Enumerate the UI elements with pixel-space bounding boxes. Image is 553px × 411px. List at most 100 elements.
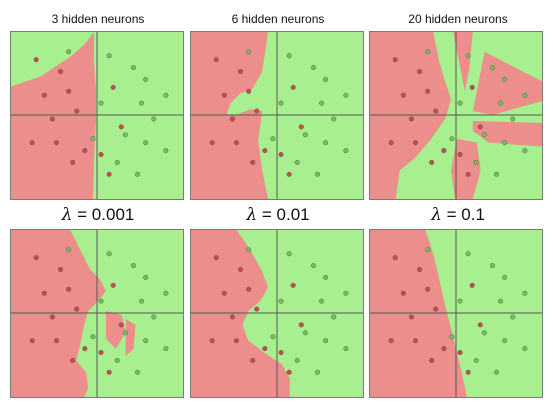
- green-data-point: [310, 65, 316, 71]
- red-data-point: [425, 286, 431, 292]
- red-data-point: [209, 338, 215, 344]
- green-data-point: [143, 274, 149, 280]
- green-data-point: [163, 148, 169, 154]
- green-data-point: [323, 274, 329, 280]
- green-data-point: [522, 346, 528, 352]
- red-data-point: [457, 350, 463, 356]
- red-data-point: [58, 69, 64, 74]
- green-data-point: [489, 263, 495, 269]
- green-data-point: [425, 247, 431, 253]
- red-data-point: [425, 88, 431, 94]
- decision-panel-6-neurons: [190, 31, 364, 200]
- green-data-point: [90, 136, 96, 142]
- red-data-point: [49, 314, 55, 320]
- green-data-point: [343, 92, 349, 98]
- red-data-point: [70, 159, 76, 165]
- red-data-point: [70, 357, 76, 363]
- decision-panel-lambda-01: [369, 229, 543, 398]
- red-data-point: [433, 108, 439, 114]
- red-data-point: [33, 255, 39, 261]
- red-data-point: [82, 148, 88, 154]
- green-data-point: [151, 116, 157, 122]
- green-data-point: [135, 171, 140, 177]
- green-data-point: [66, 49, 72, 55]
- red-data-point: [29, 140, 35, 146]
- green-data-point: [163, 92, 169, 98]
- red-data-point: [433, 306, 439, 312]
- lambda-symbol: λ: [246, 205, 258, 225]
- red-data-point: [477, 124, 483, 130]
- red-data-point: [74, 306, 80, 312]
- decision-panel-20-neurons: [369, 31, 543, 200]
- red-data-point: [417, 69, 423, 74]
- green-data-point: [473, 159, 479, 165]
- green-data-point: [481, 330, 487, 336]
- red-data-point: [110, 282, 116, 288]
- green-data-point: [286, 251, 292, 257]
- red-data-point: [392, 57, 398, 63]
- red-data-point: [298, 124, 304, 130]
- green-data-point: [457, 100, 463, 106]
- red-data-point: [457, 152, 463, 158]
- green-data-point: [143, 76, 149, 82]
- red-data-point: [246, 286, 252, 292]
- red-data-point: [254, 108, 260, 114]
- green-data-point: [343, 346, 349, 352]
- green-data-point: [319, 298, 325, 304]
- green-data-point: [302, 132, 308, 138]
- red-data-point: [41, 92, 47, 98]
- green-data-point: [323, 76, 329, 82]
- green-data-point: [502, 140, 508, 146]
- red-data-point: [66, 88, 72, 94]
- red-data-point: [408, 116, 414, 122]
- green-data-point: [449, 334, 455, 340]
- green-data-point: [270, 136, 276, 142]
- lambda-value: = 0.001: [77, 205, 135, 224]
- red-data-point: [118, 124, 124, 130]
- green-data-point: [315, 171, 320, 177]
- red-data-point: [54, 140, 59, 146]
- red-data-point: [262, 346, 268, 352]
- lambda-symbol: λ: [431, 205, 442, 225]
- red-data-point: [262, 148, 268, 154]
- red-data-point: [234, 338, 239, 344]
- green-data-point: [98, 298, 104, 304]
- red-data-point: [209, 140, 215, 146]
- red-data-point: [429, 357, 435, 363]
- red-data-point: [74, 108, 80, 114]
- red-data-point: [413, 140, 418, 146]
- red-data-point: [221, 290, 227, 296]
- green-data-point: [106, 53, 112, 59]
- green-data-point: [510, 116, 516, 122]
- green-data-point: [302, 330, 308, 336]
- red-data-point: [286, 369, 292, 375]
- red-data-point: [429, 159, 435, 165]
- green-data-point: [473, 357, 479, 363]
- red-data-point: [278, 350, 284, 356]
- lambda-symbol: λ: [61, 205, 73, 225]
- green-data-point: [122, 132, 128, 138]
- red-data-point: [246, 88, 252, 94]
- red-data-point: [290, 84, 296, 90]
- red-data-point: [400, 290, 406, 296]
- red-data-point: [234, 140, 239, 146]
- green-data-point: [494, 369, 499, 375]
- green-data-point: [522, 92, 528, 98]
- red-data-point: [413, 338, 418, 344]
- green-data-point: [66, 247, 72, 253]
- red-data-point: [238, 69, 244, 74]
- red-data-point: [469, 84, 475, 90]
- red-data-point: [400, 92, 406, 98]
- green-data-point: [139, 298, 145, 304]
- green-data-point: [139, 100, 145, 106]
- red-data-point: [408, 314, 414, 320]
- red-data-point: [278, 152, 284, 158]
- green-data-point: [163, 346, 169, 352]
- red-data-point: [213, 255, 219, 261]
- green-data-point: [130, 263, 136, 269]
- green-data-point: [122, 330, 128, 336]
- red-data-point: [118, 322, 124, 328]
- green-data-point: [98, 100, 104, 106]
- red-data-point: [441, 148, 447, 154]
- lambda-label-01: λ = 0.1: [366, 205, 550, 225]
